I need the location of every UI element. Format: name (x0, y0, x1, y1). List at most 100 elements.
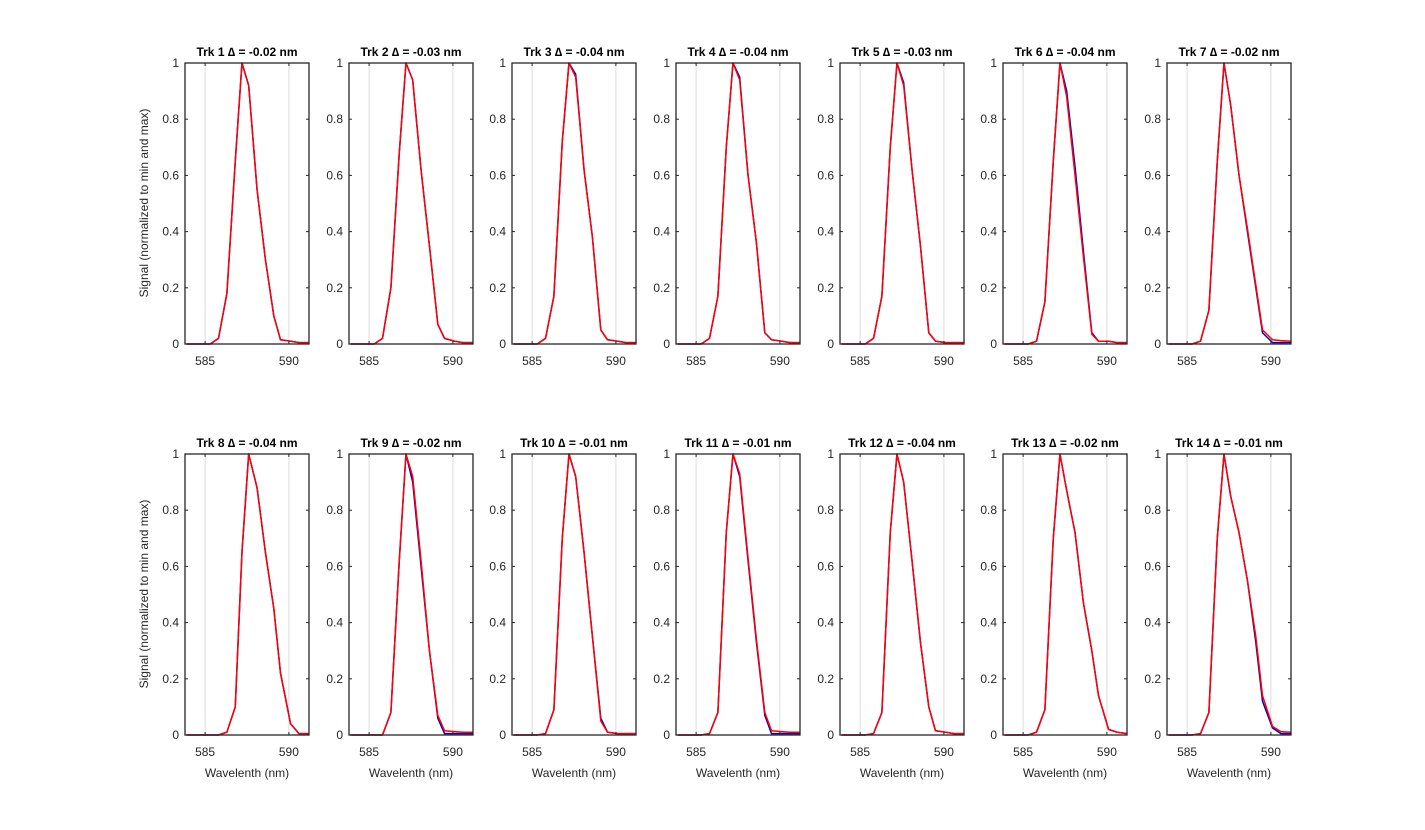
y-tick-label: 1 (663, 447, 670, 461)
plot-area (1167, 454, 1291, 735)
panel-title: Trk 13 ∆ = -0.02 nm (1011, 436, 1119, 450)
y-tick-label: 0.8 (162, 503, 179, 517)
x-tick-label: 590 (934, 354, 954, 368)
plot-area (512, 63, 636, 344)
y-tick-label: 1 (827, 56, 834, 70)
panel-title: Trk 8 ∆ = -0.04 nm (196, 436, 297, 450)
panel-title: Trk 11 ∆ = -0.01 nm (684, 436, 791, 450)
y-tick-label: 0.8 (489, 503, 506, 517)
axes-box (1002, 453, 1128, 736)
y-tick-label: 0.8 (162, 112, 179, 126)
y-tick-label: 0.4 (1144, 225, 1161, 239)
panel-8: 0 0.2 0.4 0.6 0.8 1 585 590 Trk 8 ∆ = -0.04 nm Wa… (162, 436, 310, 780)
x-tick-label: 585 (686, 745, 706, 759)
y-tick-label: 0.6 (489, 168, 506, 182)
series-line-2 (1004, 453, 1128, 736)
plot-area (1003, 63, 1127, 344)
series-line-2 (1004, 62, 1127, 345)
panel-1: 0 0.2 0.4 0.6 0.8 1 585 590 Trk 1 ∆ = -0.02 nm (162, 45, 310, 368)
y-tick-label: 1 (1154, 56, 1161, 70)
panel-title: Trk 14 ∆ = -0.01 nm (1175, 436, 1283, 450)
series-line-2 (350, 62, 473, 345)
y-tick-label: 0 (499, 728, 506, 742)
y-tick-label: 0.8 (326, 112, 343, 126)
x-tick-label: 585 (1177, 354, 1197, 368)
series-line-2 (841, 62, 964, 345)
y-tick-label: 0.8 (817, 503, 834, 517)
plot-area (676, 454, 800, 735)
panel-title: Trk 10 ∆ = -0.01 nm (520, 436, 628, 450)
y-tick-label: 0.4 (489, 616, 506, 630)
x-tick-label: 590 (770, 745, 790, 759)
xlabel: Wavelenth (nm) (696, 766, 780, 780)
xlabel: Wavelenth (nm) (1187, 766, 1271, 780)
x-tick-label: 585 (522, 354, 542, 368)
panel-title: Trk 6 ∆ = -0.04 nm (1014, 45, 1115, 59)
y-tick-label: 0.6 (489, 559, 506, 573)
panel-6: 0 0.2 0.4 0.6 0.8 1 585 590 Trk 6 ∆ = -0.04 nm (980, 45, 1128, 368)
plot-area (185, 63, 309, 344)
panel-13: 0 0.2 0.4 0.6 0.8 1 585 590 Trk 13 ∆ = -0.02 nm W… (980, 436, 1128, 780)
axes-box (348, 453, 474, 736)
xlabel: Wavelenth (nm) (1023, 766, 1107, 780)
xlabel: Wavelenth (nm) (369, 766, 453, 780)
panel-4: 0 0.2 0.4 0.6 0.8 1 585 590 Trk 4 ∆ = -0.04 nm (653, 45, 801, 368)
y-tick-label: 0.4 (162, 225, 179, 239)
y-tick-label: 1 (172, 56, 179, 70)
x-tick-label: 585 (1013, 354, 1033, 368)
plot-area (840, 63, 964, 344)
y-tick-label: 0.4 (817, 616, 834, 630)
y-tick-label: 0.6 (326, 168, 343, 182)
panel-3: 0 0.2 0.4 0.6 0.8 1 585 590 Trk 3 ∆ = -0.04 nm (489, 45, 637, 368)
y-tick-label: 0.2 (980, 281, 997, 295)
y-tick-label: 0 (827, 337, 834, 351)
y-tick-label: 0.4 (489, 225, 506, 239)
y-tick-label: 0.2 (162, 281, 179, 295)
axes-box (839, 62, 965, 345)
y-tick-label: 0.4 (980, 225, 997, 239)
y-tick-label: 1 (336, 447, 343, 461)
y-tick-label: 0.6 (980, 168, 997, 182)
x-tick-label: 590 (443, 354, 463, 368)
axes-box (184, 453, 310, 736)
xlabel: Wavelenth (nm) (860, 766, 944, 780)
y-tick-label: 0.2 (653, 281, 670, 295)
panel-title: Trk 5 ∆ = -0.03 nm (851, 45, 952, 59)
axes-box (1002, 62, 1128, 345)
axes-box (1166, 62, 1292, 345)
series-line-2 (677, 62, 800, 345)
plot-area (1003, 454, 1127, 735)
x-tick-label: 590 (1097, 745, 1117, 759)
y-tick-label: 0.4 (817, 225, 834, 239)
x-tick-label: 590 (1261, 745, 1281, 759)
y-tick-label: 0.2 (162, 672, 179, 686)
plot-area (840, 454, 964, 735)
y-tick-label: 0.2 (653, 672, 670, 686)
y-tick-label: 0 (663, 337, 670, 351)
axes-box (511, 453, 637, 736)
y-tick-label: 0.6 (653, 168, 670, 182)
panel-14: 0 0.2 0.4 0.6 0.8 1 585 590 Trk 14 ∆ = -0.01 nm W… (1144, 436, 1292, 780)
y-tick-label: 0.2 (489, 281, 506, 295)
y-tick-label: 0.4 (326, 616, 343, 630)
y-tick-label: 0.6 (1144, 559, 1161, 573)
series-line-2 (186, 62, 309, 345)
y-tick-label: 0 (663, 728, 670, 742)
panel-9: 0 0.2 0.4 0.6 0.8 1 585 590 Trk 9 ∆ = -0.02 nm Wa… (326, 436, 474, 780)
y-tick-label: 0 (1154, 337, 1161, 351)
y-tick-label: 0 (336, 337, 343, 351)
x-tick-label: 585 (522, 745, 542, 759)
x-tick-label: 585 (359, 354, 379, 368)
y-tick-label: 0.6 (817, 559, 834, 573)
panel-title: Trk 3 ∆ = -0.04 nm (523, 45, 624, 59)
y-tick-label: 0.2 (489, 672, 506, 686)
plot-area (349, 454, 473, 735)
ylabel-row-2: Signal (normalized to min and max) (137, 500, 151, 689)
xlabel: Wavelenth (nm) (205, 766, 289, 780)
y-tick-label: 0.6 (162, 168, 179, 182)
x-tick-label: 590 (934, 745, 954, 759)
plot-area (349, 63, 473, 344)
panel-2: 0 0.2 0.4 0.6 0.8 1 585 590 Trk 2 ∆ = -0.03 nm (326, 45, 474, 368)
